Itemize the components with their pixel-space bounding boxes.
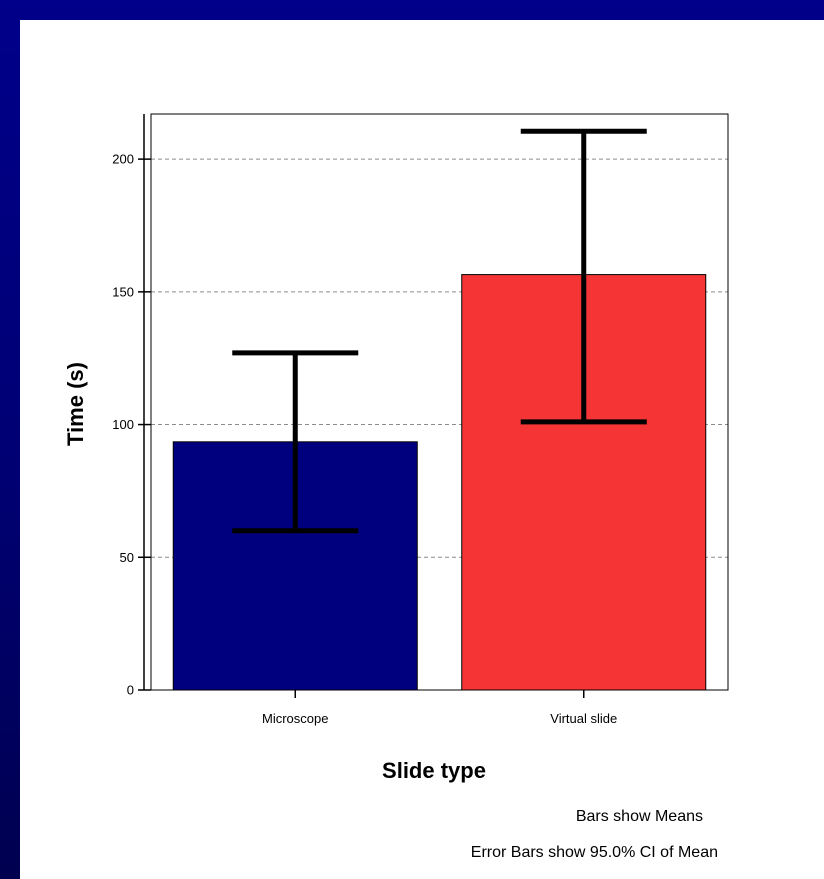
x-axis-title: Slide type [382,758,486,783]
y-tick-label: 150 [112,284,134,299]
plot-area-frame [150,113,729,691]
error-bars [232,128,647,534]
x-tick-label: Microscope [262,711,328,726]
x-axis-ticks: Microscope Virtual slide [262,690,617,726]
means-note: Bars show Means [576,808,703,825]
y-tick-label: 100 [112,417,134,432]
y-axis-ticks: 0 50 100 150 200 [112,152,151,698]
y-axis-title: Time (s) [63,362,88,446]
gridlines [151,158,728,558]
x-tick-label: Virtual slide [550,711,617,726]
y-tick-label: 200 [112,152,134,167]
y-tick-label: 0 [127,683,134,698]
bars [172,274,707,691]
y-tick-label: 50 [120,550,134,565]
errorbar-note: Error Bars show 95.0% CI of Mean [471,844,718,861]
